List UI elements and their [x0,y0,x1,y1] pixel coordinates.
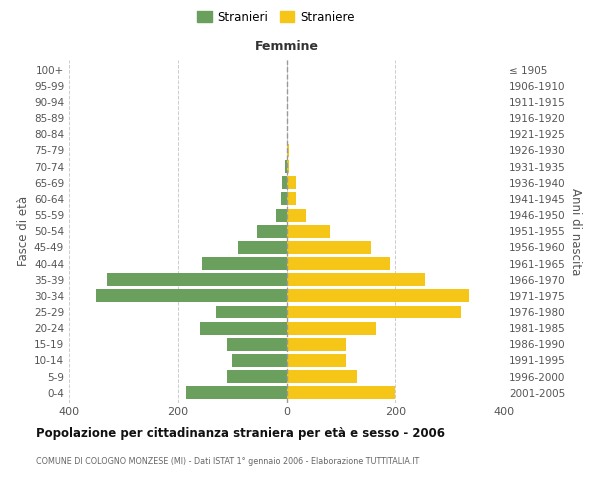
Text: COMUNE DI COLOGNO MONZESE (MI) - Dati ISTAT 1° gennaio 2006 - Elaborazione TUTTI: COMUNE DI COLOGNO MONZESE (MI) - Dati IS… [36,458,419,466]
Bar [199,322,287,334]
Bar [287,225,330,237]
Bar [282,176,287,189]
Bar [287,144,289,157]
Bar [275,208,287,222]
Bar [287,176,296,189]
Text: Femmine: Femmine [254,40,319,53]
Bar [107,274,287,286]
Bar [202,257,287,270]
Bar [281,192,287,205]
Bar [287,274,425,286]
Y-axis label: Anni di nascita: Anni di nascita [569,188,582,275]
Bar [285,160,287,173]
Bar [216,306,287,318]
Text: Popolazione per cittadinanza straniera per età e sesso - 2006: Popolazione per cittadinanza straniera p… [36,428,445,440]
Bar [287,338,346,351]
Bar [287,290,469,302]
Bar [287,241,371,254]
Bar [287,370,357,383]
Bar [287,354,346,367]
Bar [287,160,289,173]
Bar [287,306,461,318]
Bar [287,192,296,205]
Bar [227,370,287,383]
Bar [232,354,287,367]
Bar [257,225,287,237]
Bar [287,257,390,270]
Bar [227,338,287,351]
Bar [238,241,287,254]
Bar [287,322,376,334]
Bar [186,386,287,400]
Bar [287,386,395,400]
Bar [287,208,305,222]
Y-axis label: Fasce di età: Fasce di età [17,196,30,266]
Bar [96,290,287,302]
Legend: Stranieri, Straniere: Stranieri, Straniere [193,6,359,28]
